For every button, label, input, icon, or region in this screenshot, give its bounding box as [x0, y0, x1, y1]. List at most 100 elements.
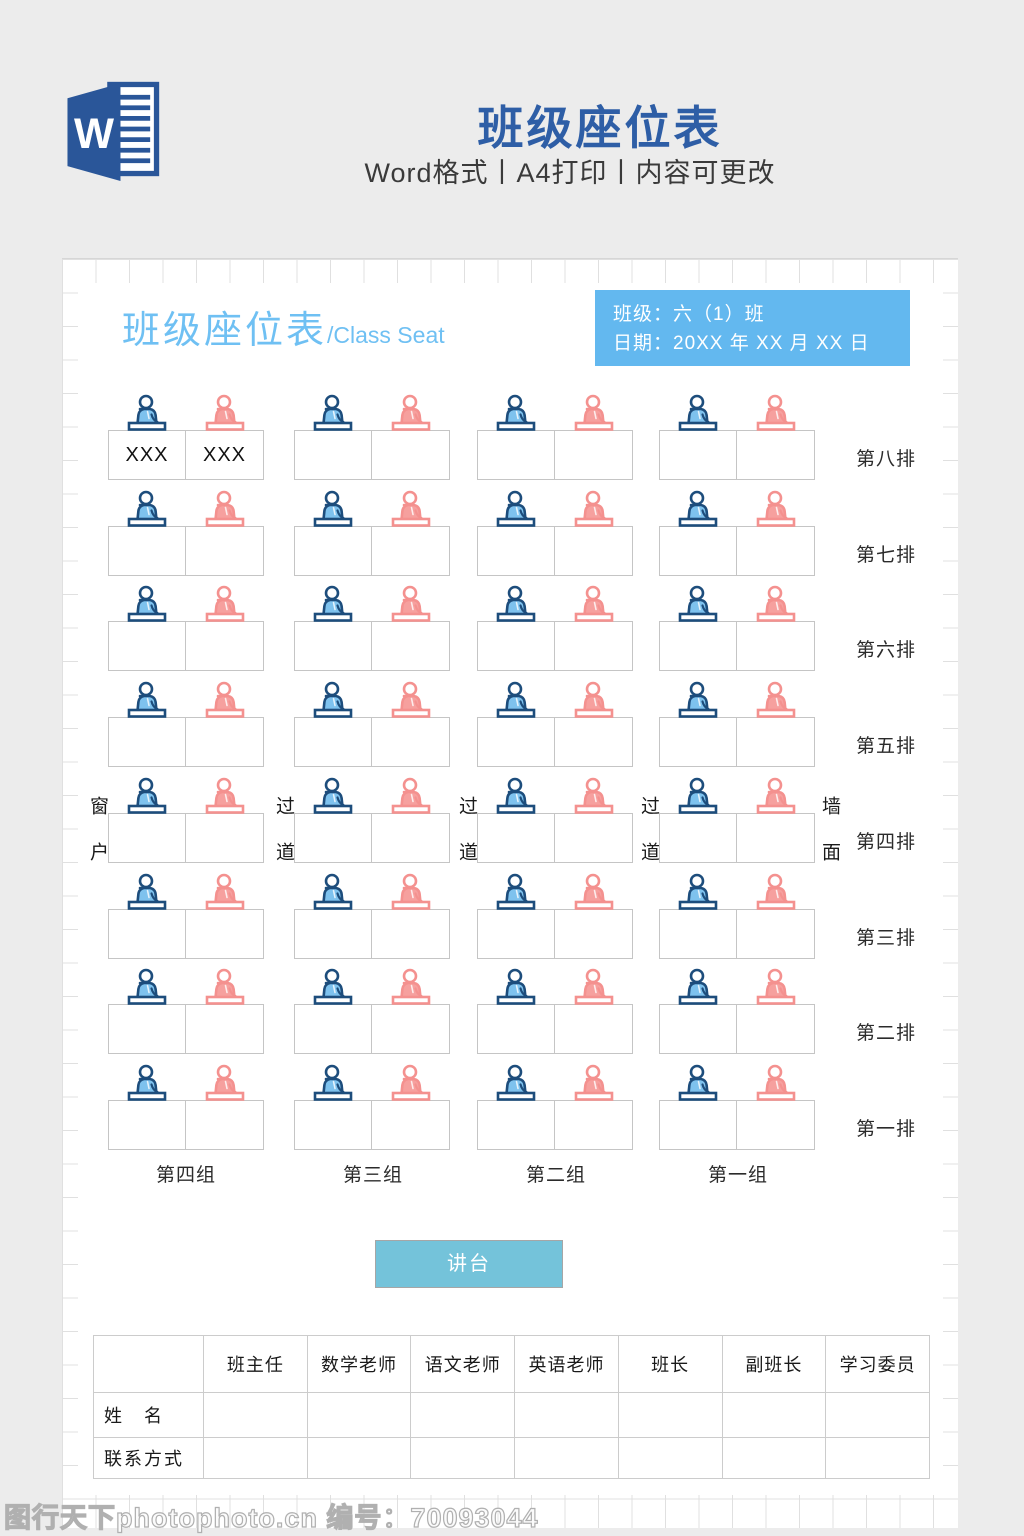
- seat-cell[interactable]: [372, 1004, 450, 1055]
- seat-cell[interactable]: [659, 1004, 737, 1055]
- seat-cell[interactable]: [555, 621, 633, 672]
- seat-cell[interactable]: [372, 812, 450, 863]
- desk-group: [659, 681, 815, 768]
- seat-cell[interactable]: [737, 430, 815, 480]
- table-header-cell: 英语老师: [514, 1335, 619, 1393]
- table-cell[interactable]: [514, 1437, 619, 1479]
- table-cell[interactable]: [306, 1437, 412, 1479]
- seat-cell[interactable]: [477, 525, 555, 576]
- seat-cell[interactable]: [186, 908, 264, 959]
- seat-cell[interactable]: [477, 908, 555, 959]
- seat: [186, 968, 264, 1055]
- seat-cell[interactable]: [477, 1004, 555, 1055]
- table-cell[interactable]: [825, 1437, 930, 1479]
- seat-cell[interactable]: [186, 717, 264, 768]
- seat-cell[interactable]: [737, 812, 815, 863]
- seat-cell[interactable]: [477, 1099, 555, 1150]
- seat-cell[interactable]: [737, 1099, 815, 1150]
- student-desk-icon: [202, 1064, 248, 1102]
- row-label: 第四排: [856, 831, 917, 853]
- seat-cell[interactable]: [294, 717, 372, 768]
- seat-cell[interactable]: [294, 430, 372, 480]
- student-desk-icon: [388, 585, 434, 623]
- table-cell[interactable]: [410, 1437, 516, 1479]
- seat-cell[interactable]: [186, 525, 264, 576]
- page-title-cn: 班级座位表: [122, 310, 328, 352]
- watermark-text: 图行天下photophoto.cn 编号：70093044: [3, 1502, 539, 1533]
- seat-cell[interactable]: [108, 1004, 186, 1055]
- seat-cell[interactable]: [372, 430, 450, 480]
- seat: [555, 777, 633, 863]
- seat-cell[interactable]: [659, 908, 737, 959]
- seat: [372, 585, 450, 672]
- seat-cell[interactable]: [659, 812, 737, 863]
- seat-cell[interactable]: [477, 430, 555, 480]
- seat-cell[interactable]: [294, 621, 372, 672]
- seat-cell[interactable]: [372, 1099, 450, 1150]
- seat-cell[interactable]: [555, 908, 633, 959]
- seat: [659, 968, 737, 1055]
- student-desk-icon: [310, 968, 356, 1006]
- seat-cell[interactable]: [108, 621, 186, 672]
- desk-group: [108, 873, 264, 959]
- seat-cell[interactable]: [294, 525, 372, 576]
- seat-cell[interactable]: [186, 812, 264, 863]
- aisle-label: 过道: [456, 796, 477, 888]
- student-desk-icon: [571, 873, 617, 911]
- table-cell[interactable]: [825, 1392, 930, 1438]
- seat-cell[interactable]: [477, 812, 555, 863]
- table-cell[interactable]: [617, 1437, 723, 1479]
- seat-cell[interactable]: [555, 812, 633, 863]
- table-cell[interactable]: [306, 1392, 412, 1438]
- seat-cell[interactable]: [555, 717, 633, 768]
- seat-cell[interactable]: [294, 1004, 372, 1055]
- table-cell[interactable]: [203, 1392, 308, 1438]
- seat-cell[interactable]: [108, 908, 186, 959]
- seat-cell[interactable]: [737, 1004, 815, 1055]
- seat-cell[interactable]: [737, 621, 815, 672]
- seat-cell[interactable]: XXX: [108, 430, 186, 480]
- seat-cell[interactable]: [659, 1099, 737, 1150]
- seat-cell[interactable]: [659, 717, 737, 768]
- seat-cell[interactable]: [555, 525, 633, 576]
- seat-cell[interactable]: [372, 908, 450, 959]
- seat-cell[interactable]: [659, 525, 737, 576]
- seat-cell[interactable]: [555, 430, 633, 480]
- seat-cell[interactable]: [186, 1004, 264, 1055]
- desk-group: [294, 681, 450, 768]
- student-desk-icon: [753, 490, 799, 528]
- seat-cell[interactable]: [186, 1099, 264, 1150]
- seat-cell[interactable]: [737, 908, 815, 959]
- seat-cell[interactable]: [372, 717, 450, 768]
- seat-cell[interactable]: [477, 621, 555, 672]
- seat-cell[interactable]: [294, 812, 372, 863]
- seat-cell[interactable]: [108, 812, 186, 863]
- seat-cell[interactable]: [294, 1099, 372, 1150]
- table-cell[interactable]: [410, 1392, 516, 1438]
- table-cell[interactable]: [721, 1392, 827, 1438]
- seat-cell[interactable]: [108, 717, 186, 768]
- table-cell[interactable]: [721, 1437, 827, 1479]
- seat-cell[interactable]: XXX: [186, 430, 264, 480]
- seat-cell[interactable]: [737, 717, 815, 768]
- table-cell[interactable]: [617, 1392, 723, 1438]
- seat-cell[interactable]: [477, 717, 555, 768]
- group-label: 第二组: [525, 1165, 587, 1186]
- seat-cell[interactable]: [372, 621, 450, 672]
- seat-cell[interactable]: [555, 1004, 633, 1055]
- table-cell[interactable]: [203, 1437, 308, 1479]
- table-header-cell: 班主任: [203, 1335, 308, 1393]
- seat-cell[interactable]: [659, 621, 737, 672]
- table-cell[interactable]: [514, 1392, 619, 1438]
- student-desk-icon: [388, 681, 434, 719]
- seat-cell[interactable]: [186, 621, 264, 672]
- seat-cell[interactable]: [659, 430, 737, 480]
- seat-cell[interactable]: [555, 1099, 633, 1150]
- seat-cell[interactable]: [294, 908, 372, 959]
- seat-cell[interactable]: [737, 525, 815, 576]
- seat-cell[interactable]: [108, 1099, 186, 1150]
- seat-cell[interactable]: [372, 525, 450, 576]
- seat-cell[interactable]: [108, 525, 186, 576]
- student-desk-icon: [202, 873, 248, 911]
